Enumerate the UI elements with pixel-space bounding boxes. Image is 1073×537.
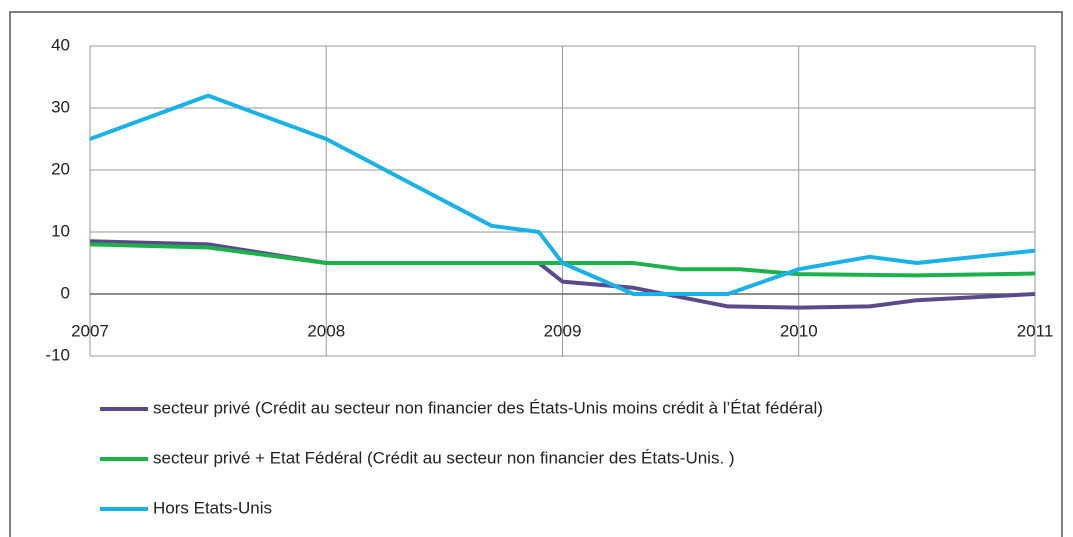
legend-label: Hors Etats-Unis <box>153 498 272 517</box>
y-tick-label: 0 <box>61 283 70 302</box>
x-tick-label: 2011 <box>1017 321 1054 340</box>
y-tick-label: -10 <box>45 345 70 364</box>
legend-label: secteur privé + Etat Fédéral (Crédit au … <box>153 448 735 467</box>
frame <box>9 11 1063 537</box>
series-line <box>89 93 1036 296</box>
y-tick-label: 30 <box>51 97 70 116</box>
x-tick-label: 2010 <box>780 321 818 340</box>
y-tick-label: 20 <box>51 159 70 178</box>
x-tick-label: 2009 <box>544 321 582 340</box>
legend-label: secteur privé (Crédit au secteur non fin… <box>153 398 823 417</box>
y-tick-label: 10 <box>51 221 70 240</box>
y-tick-label: 40 <box>51 35 70 54</box>
x-tick-label: 2007 <box>71 321 109 340</box>
series-line <box>89 242 1036 278</box>
x-tick-label: 2008 <box>307 321 345 340</box>
